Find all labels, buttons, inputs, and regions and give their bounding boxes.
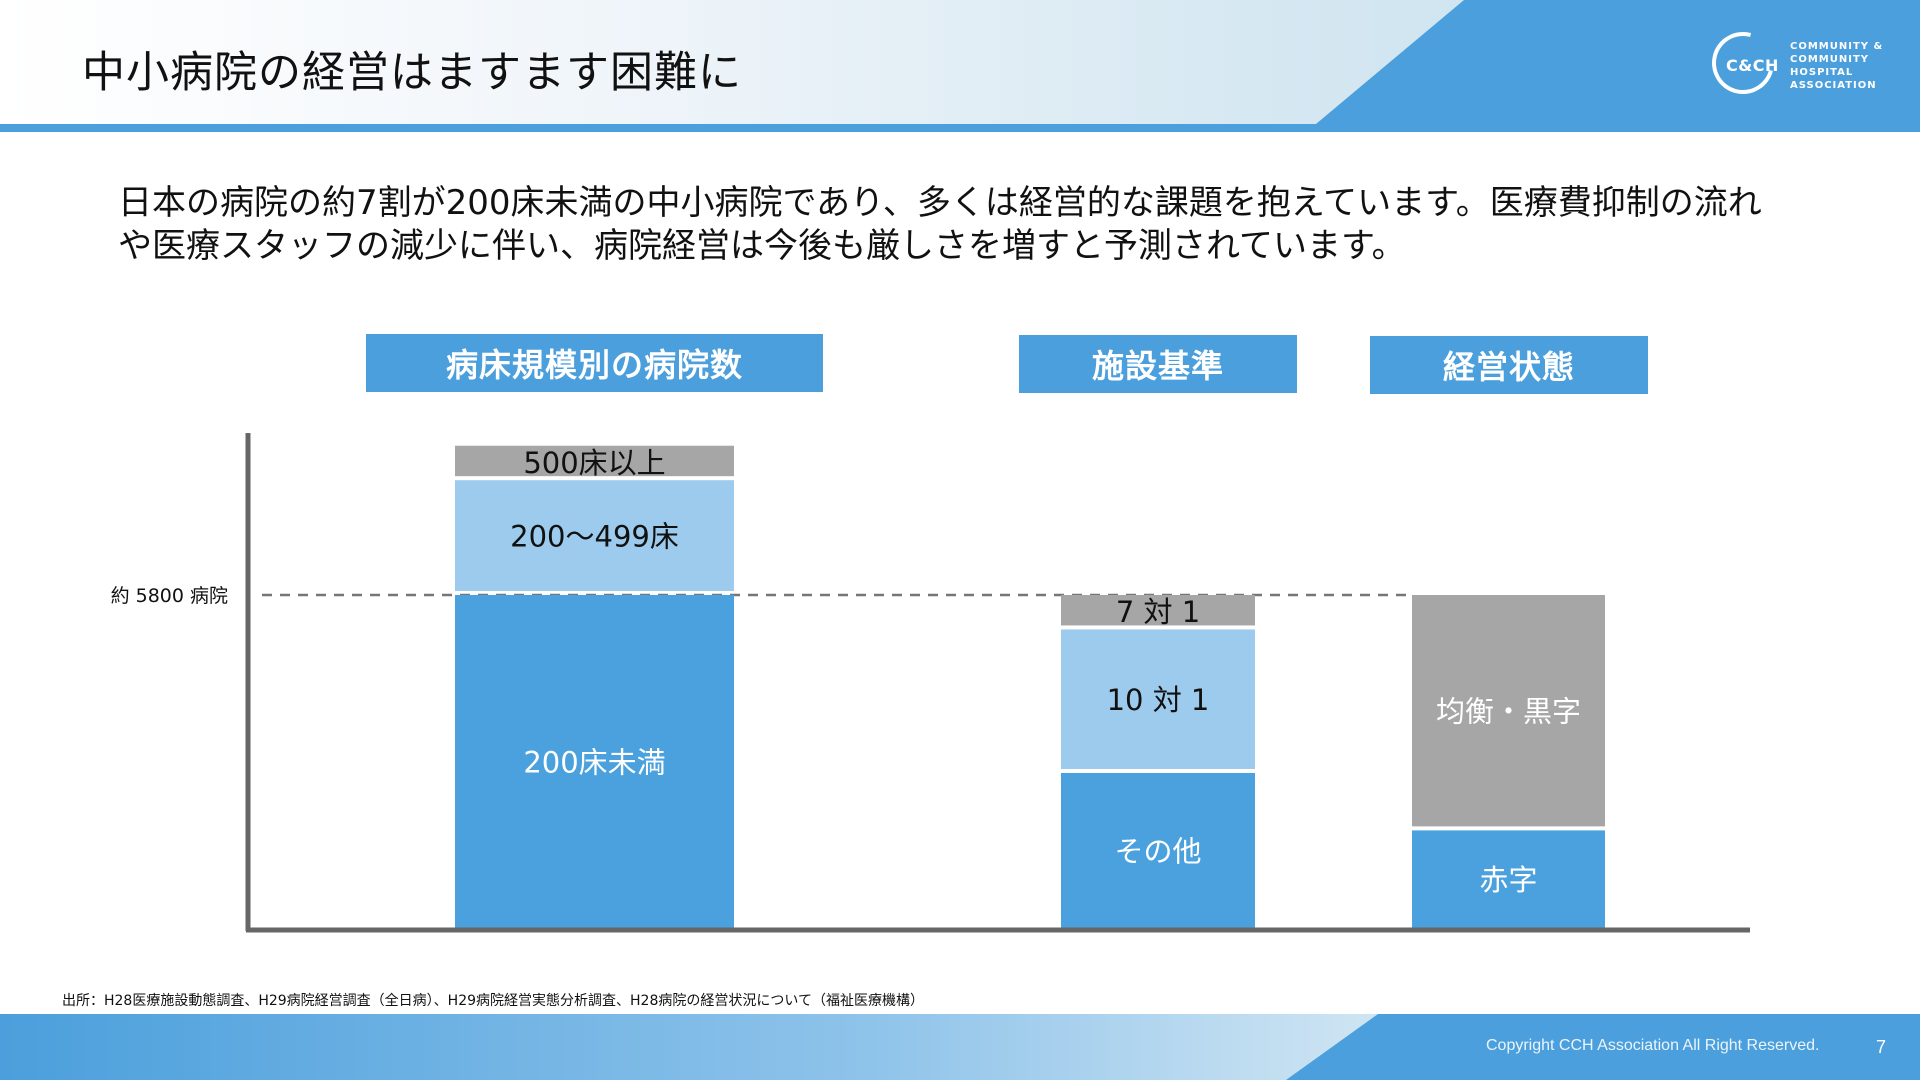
- logo-line: COMMUNITY &: [1790, 41, 1884, 52]
- category-header-management: 経営状態: [1370, 336, 1648, 394]
- bar-segment-label: 200床未満: [523, 746, 665, 780]
- header: 中小病院の経営はますます困難に C&CH COMMUNITY & COMMUNI…: [0, 0, 1920, 132]
- bar-segment: [1412, 830, 1605, 928]
- bar-segment-label: 赤字: [1479, 863, 1537, 897]
- category-header-beds: 病床規模別の病院数: [366, 334, 823, 392]
- bar-segment: [455, 445, 734, 477]
- bar-segment-label: その他: [1114, 834, 1201, 868]
- reference-line-label: 約 5800 病院: [111, 585, 228, 607]
- page-number: 7: [1876, 1037, 1887, 1057]
- source-note: 出所：H28医療施設動態調査、H29病院経営調査（全日病）、H29病院経営実態分…: [62, 993, 924, 1009]
- logo-abbreviation: C&CH: [1726, 56, 1779, 75]
- intro-line: 日本の病院の約7割が200床未満の中小病院であり、多くは経営的な課題を抱えていま…: [118, 183, 1762, 223]
- bar-segment: [1412, 595, 1605, 827]
- header-accent-shape: [0, 0, 1920, 132]
- bar-segment-label: 10 対 1: [1107, 683, 1210, 717]
- category-header-standards: 施設基準: [1019, 335, 1297, 393]
- logo-line: ASSOCIATION: [1790, 80, 1877, 91]
- footer-band: [0, 1014, 1920, 1080]
- bar-segment: [1061, 772, 1255, 928]
- bar-segment-label: 均衡・黒字: [1436, 695, 1581, 729]
- copyright-text: Copyright CCH Association All Right Rese…: [1486, 1037, 1820, 1054]
- cch-logo: C&CH COMMUNITY & COMMUNITY HOSPITAL ASSO…: [1700, 20, 1902, 106]
- bar-segment: [1061, 595, 1255, 626]
- logo-line: HOSPITAL: [1790, 67, 1854, 78]
- bar-segment-label: 200〜499床: [510, 520, 679, 554]
- logo-line: COMMUNITY: [1790, 54, 1870, 65]
- bar-segment: [455, 480, 734, 591]
- bar-segment: [1061, 629, 1255, 769]
- intro-paragraph: 日本の病院の約7割が200床未満の中小病院であり、多くは経営的な課題を抱えていま…: [118, 182, 1818, 268]
- bar-segment-label: 500床以上: [523, 446, 665, 480]
- bar-segment-label: 7 対 1: [1116, 595, 1200, 629]
- bar-segment: [455, 595, 734, 928]
- intro-line: や医療スタッフの減少に伴い、病院経営は今後も厳しさを増すと予測されています。: [118, 226, 1406, 266]
- page-title: 中小病院の経営はますます困難に: [82, 48, 742, 98]
- logo-wordmark: COMMUNITY & COMMUNITY HOSPITAL ASSOCIATI…: [1790, 40, 1883, 92]
